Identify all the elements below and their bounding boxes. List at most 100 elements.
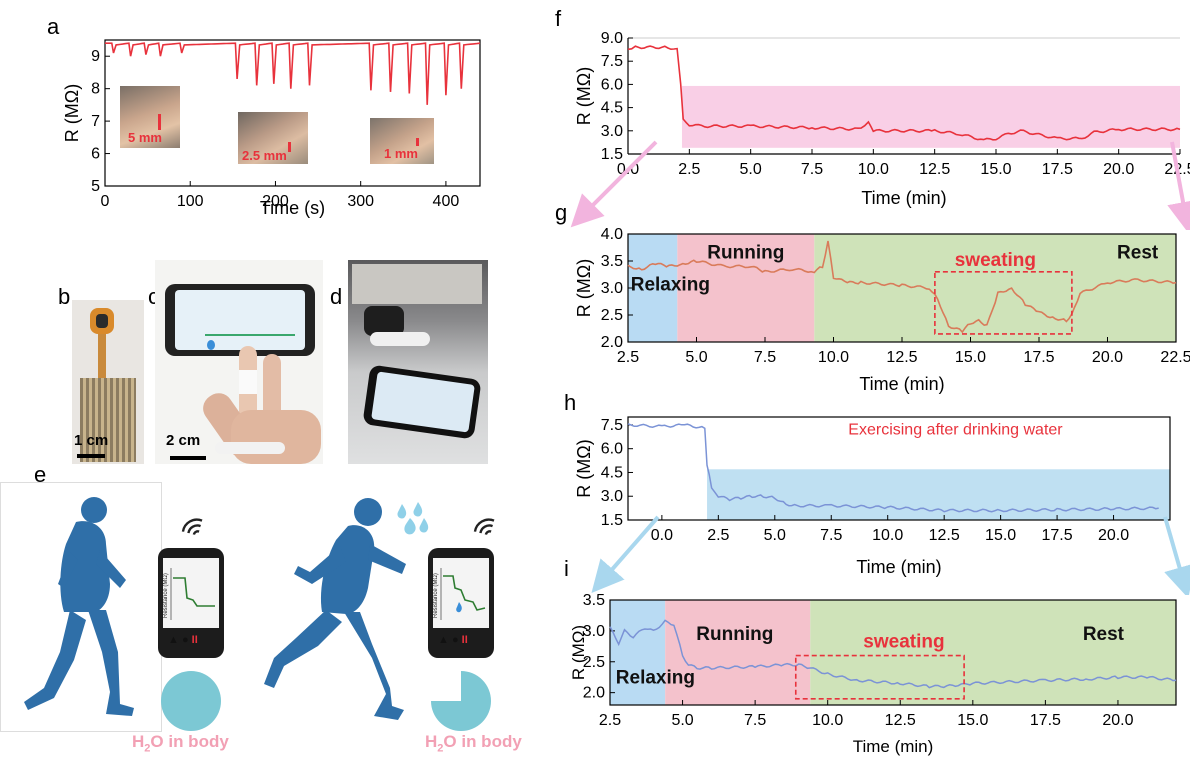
y-axis-label: R (MΩ) bbox=[62, 84, 82, 142]
panel-letter-i: i bbox=[564, 556, 569, 581]
panel-letter-g: g bbox=[555, 200, 568, 225]
panel-letter-d: d bbox=[330, 284, 343, 309]
x-tick-label: 10.0 bbox=[812, 712, 843, 729]
y-tick-label: 3.5 bbox=[601, 253, 623, 270]
y-tick-label: 2.0 bbox=[583, 685, 605, 702]
y-tick-label: 2.0 bbox=[601, 334, 623, 351]
sweating-label: sweating bbox=[955, 250, 1036, 271]
x-tick-label: 7.5 bbox=[744, 712, 766, 729]
water-level-full-icon bbox=[161, 671, 221, 731]
highlight-band bbox=[681, 85, 1180, 148]
scale-bar-b bbox=[77, 454, 105, 458]
plot-frame bbox=[627, 416, 1171, 521]
x-tick-label: 7.5 bbox=[754, 349, 776, 366]
x-tick-label: 7.5 bbox=[820, 527, 842, 544]
x-tick-label: 200 bbox=[262, 193, 289, 210]
phone-icon-1 bbox=[158, 548, 224, 658]
x-tick-label: 12.5 bbox=[886, 349, 917, 366]
x-tick-label: 100 bbox=[177, 193, 204, 210]
phone-controls-1: ▲ ● II bbox=[168, 634, 198, 646]
x-tick-label: 400 bbox=[433, 193, 460, 210]
region-label-rest: Rest bbox=[1083, 624, 1125, 645]
y-tick-label: 3.0 bbox=[601, 123, 623, 140]
y-tick-label: 7.5 bbox=[601, 417, 623, 434]
region-label-running: Running bbox=[707, 242, 784, 263]
hand-phone-photo bbox=[155, 260, 323, 464]
x-tick-label: 5.0 bbox=[740, 161, 762, 178]
x-axis-label: Time (min) bbox=[856, 557, 941, 577]
region-label-relaxing: Relaxing bbox=[631, 275, 710, 296]
series-line bbox=[627, 45, 1181, 141]
y-tick-label: 9 bbox=[91, 48, 100, 65]
x-tick-label: 17.5 bbox=[1030, 712, 1061, 729]
region-label-running: Running bbox=[696, 624, 773, 645]
y-tick-label: 4.5 bbox=[601, 100, 623, 117]
x-tick-label: 0.0 bbox=[651, 527, 673, 544]
finger-photo-2-5mm bbox=[238, 112, 308, 164]
sweating-box bbox=[934, 270, 1073, 335]
x-tick-label: 15.0 bbox=[985, 527, 1016, 544]
panel-letter-h: h bbox=[564, 390, 577, 415]
chart-title: Exercising after drinking water bbox=[848, 421, 1063, 438]
y-axis-label: R (MΩ) bbox=[574, 67, 594, 125]
y-axis-label: R (MΩ) bbox=[574, 439, 594, 497]
wifi-icon bbox=[473, 518, 495, 535]
x-tick-label: 15.0 bbox=[957, 712, 988, 729]
y-axis-label: R (MΩ) bbox=[574, 259, 594, 317]
sensor-photo bbox=[72, 300, 144, 464]
y-tick-label: 8 bbox=[91, 81, 100, 98]
region-relaxing bbox=[628, 234, 678, 342]
x-axis-label: Time (s) bbox=[260, 198, 325, 218]
x-tick-label: 300 bbox=[347, 193, 374, 210]
y-tick-label: 3.5 bbox=[583, 592, 605, 609]
phone-graph-2: Resistance (MΩ) bbox=[433, 568, 486, 620]
x-tick-label: 10.0 bbox=[818, 349, 849, 366]
finger-photo-1mm bbox=[370, 118, 434, 164]
scale-label-c: 2 cm bbox=[166, 432, 201, 449]
x-tick-label: 5.0 bbox=[685, 349, 707, 366]
x-tick-label: 2.5 bbox=[617, 349, 639, 366]
inset-label-2-5mm: 2.5 mm bbox=[242, 148, 287, 163]
y-tick-label: 9.0 bbox=[601, 30, 623, 47]
y-tick-label: 2.5 bbox=[583, 654, 605, 671]
series-line bbox=[105, 42, 481, 105]
x-tick-label: 12.5 bbox=[929, 527, 960, 544]
y-tick-label: 7 bbox=[91, 113, 100, 130]
x-tick-label: 15.0 bbox=[980, 161, 1011, 178]
x-tick-label: 2.5 bbox=[707, 527, 729, 544]
finger-photo-5mm bbox=[120, 86, 180, 148]
scale-label-b: 1 cm bbox=[74, 432, 109, 449]
series-line bbox=[609, 619, 1177, 689]
x-tick-label: 17.5 bbox=[1042, 527, 1073, 544]
x-tick-label: 15.0 bbox=[955, 349, 986, 366]
phone-axis-label-2: Resistance (MΩ) bbox=[433, 573, 439, 618]
region-rest bbox=[814, 234, 1176, 342]
x-tick-label: 10.0 bbox=[858, 161, 889, 178]
x-axis-label: Time (min) bbox=[853, 737, 934, 756]
y-tick-label: 3.0 bbox=[583, 623, 605, 640]
pause-icon: II bbox=[191, 634, 198, 646]
y-tick-label: 4.5 bbox=[601, 464, 623, 481]
x-tick-label: 2.5 bbox=[678, 161, 700, 178]
scale-bar-c bbox=[170, 456, 206, 460]
panel-letter-e: e bbox=[34, 462, 47, 487]
y-tick-label: 6.0 bbox=[601, 441, 623, 458]
panel-letter-f: f bbox=[555, 6, 562, 31]
region-running bbox=[677, 234, 815, 342]
x-tick-label: 12.5 bbox=[919, 161, 950, 178]
wifi-icon bbox=[181, 518, 203, 535]
series-line bbox=[627, 240, 1177, 334]
x-tick-label: 20.0 bbox=[1098, 527, 1129, 544]
x-tick-label: 12.5 bbox=[885, 712, 916, 729]
y-tick-label: 3.0 bbox=[601, 488, 623, 505]
region-relaxing bbox=[610, 600, 666, 705]
x-tick-label: 17.5 bbox=[1023, 349, 1054, 366]
plot-frame bbox=[104, 39, 481, 187]
y-tick-label: 6 bbox=[91, 146, 100, 163]
chart-a: 0 100 200 300 400 5 6 7 8 9 Time (s) R (MΩ) bbox=[62, 39, 481, 218]
runner-silhouette-1 bbox=[24, 497, 134, 716]
phone-icon-2 bbox=[428, 548, 494, 658]
series-line bbox=[627, 423, 1159, 513]
chart-i: 2.5 5.0 7.5 10.0 12.5 15.0 17.5 20.0 2.0 2.5 3.0 3.… bbox=[570, 592, 1177, 756]
x-tick-label: 10.0 bbox=[872, 527, 903, 544]
